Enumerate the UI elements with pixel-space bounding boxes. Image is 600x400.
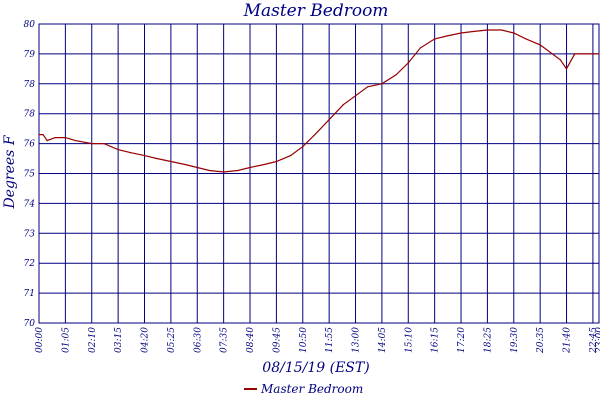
data-point [486, 29, 488, 31]
x-tick-label: 22:45 [589, 327, 599, 354]
data-point [184, 163, 186, 166]
data-point [582, 53, 584, 55]
data-point [275, 160, 277, 163]
data-point [237, 169, 239, 172]
data-point [91, 143, 93, 145]
data-point [143, 155, 146, 157]
y-tick-label: 72 [24, 259, 36, 269]
data-point [419, 47, 421, 49]
y-tick-label: 71 [24, 289, 35, 299]
x-tick-label: 15:10 [404, 327, 414, 353]
data-point [129, 152, 131, 154]
y-tick-label: 78 [24, 110, 36, 120]
y-tick-label: 75 [24, 170, 36, 180]
x-tick-label: 02:10 [88, 327, 98, 353]
data-point [156, 157, 158, 160]
data-point [314, 134, 316, 136]
x-tick-label: 07:35 [220, 327, 230, 353]
x-tick-label: 00:00 [35, 327, 45, 353]
data-point [64, 137, 66, 139]
data-point [302, 146, 304, 148]
data-point [539, 44, 541, 46]
data-point [395, 74, 397, 76]
data-point [196, 166, 198, 169]
x-tick-label: 08:40 [246, 327, 256, 353]
data-point [46, 140, 48, 142]
data-point [434, 38, 436, 40]
data-point [249, 166, 251, 169]
series-plot [38, 29, 600, 173]
x-tick-label: 13:00 [352, 327, 362, 353]
data-point [354, 95, 357, 97]
data-point [592, 53, 594, 55]
x-tick-label: 17:20 [457, 327, 467, 353]
y-tick-labels: 70 71 72 73 74 75 76 78 78 79 80 [24, 20, 36, 329]
data-point [381, 83, 383, 85]
y-axis-label: Degrees F [2, 134, 18, 209]
x-tick-label: 09:45 [272, 327, 282, 353]
data-point [525, 38, 527, 40]
y-tick-label: 80 [24, 20, 36, 30]
data-point [551, 53, 553, 55]
data-point [38, 134, 40, 136]
data-point [513, 32, 515, 34]
y-tick-label: 76 [24, 140, 36, 150]
data-point [367, 86, 369, 88]
data-point [117, 149, 119, 151]
plot-frame [38, 23, 600, 324]
y-tick-label: 70 [24, 319, 36, 329]
data-point [598, 53, 600, 55]
x-tick-label: 05:25 [167, 327, 177, 353]
y-tick-label: 74 [24, 199, 36, 209]
data-point [42, 134, 44, 136]
x-tick-label: 14:05 [378, 327, 388, 353]
data-point [501, 29, 503, 31]
data-point [342, 104, 344, 106]
data-point [223, 171, 225, 173]
data-point [263, 163, 265, 166]
legend: Master Bedroom [244, 382, 363, 396]
data-point [103, 143, 105, 145]
x-tick-label: 11:55 [325, 327, 335, 353]
series-line [39, 29, 599, 173]
x-tick-label: 23:00 [595, 327, 600, 354]
data-point [407, 62, 409, 64]
data-point [328, 119, 330, 121]
data-point [446, 35, 448, 37]
x-tick-label: 20:35 [536, 327, 546, 354]
chart-title: Master Bedroom [243, 1, 389, 21]
grid [38, 23, 600, 324]
data-point [208, 169, 210, 172]
x-tick-label: 01:05 [61, 327, 71, 353]
data-point [54, 137, 56, 139]
x-tick-label: 18:25 [483, 327, 493, 353]
y-tick-label: 79 [24, 50, 36, 60]
data-point [170, 160, 172, 163]
data-point [472, 30, 474, 33]
x-tick-label: 03:15 [114, 327, 124, 353]
x-tick-label: 16:15 [431, 327, 441, 353]
y-tick-label: 73 [24, 229, 36, 239]
data-point [565, 68, 568, 70]
data-point [290, 155, 292, 157]
data-point [559, 59, 562, 61]
legend-label: Master Bedroom [260, 382, 363, 396]
x-tick-label: 06:30 [193, 327, 203, 353]
x-axis-label: 08/15/19 (EST) [262, 360, 369, 376]
data-point [574, 53, 576, 55]
x-tick-label: 19:30 [510, 327, 520, 353]
x-tick-label: 10:50 [299, 327, 309, 353]
x-tick-label: 04:20 [141, 327, 151, 353]
data-point [460, 32, 462, 34]
y-tick-label: 78 [24, 80, 36, 90]
x-tick-label: 21:40 [563, 327, 573, 354]
data-point [74, 140, 77, 142]
x-tick-labels: 00:00 01:05 02:10 03:15 04:20 05:25 06:30 07:35… [35, 327, 600, 354]
